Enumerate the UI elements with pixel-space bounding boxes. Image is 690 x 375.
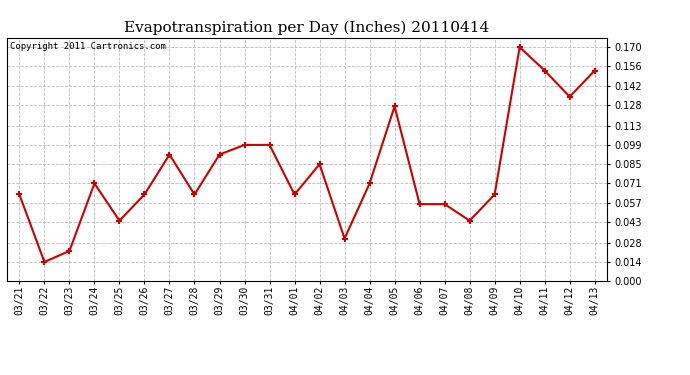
Text: Copyright 2011 Cartronics.com: Copyright 2011 Cartronics.com xyxy=(10,42,166,51)
Title: Evapotranspiration per Day (Inches) 20110414: Evapotranspiration per Day (Inches) 2011… xyxy=(124,21,490,35)
